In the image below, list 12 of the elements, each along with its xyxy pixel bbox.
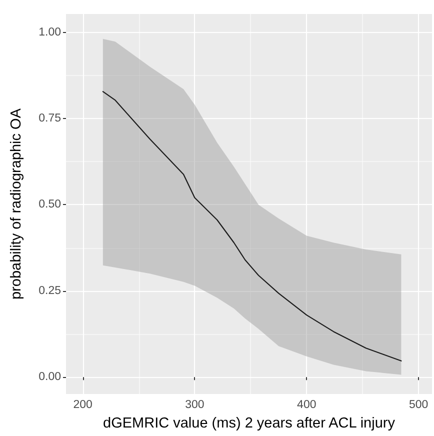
x-tick-label: 400	[297, 399, 316, 411]
y-axis-title: probability of radiographic OA	[8, 108, 24, 300]
line-series	[102, 91, 402, 362]
y-tick-label: 0.50	[38, 198, 61, 211]
x-tick-label: 300	[185, 399, 204, 411]
y-tick-label: 0.00	[38, 371, 61, 384]
y-tick-label: 0.75	[38, 112, 61, 124]
x-tick-label: 500	[408, 399, 428, 411]
y-tick-label: 1.00	[38, 26, 61, 38]
y-tick-label: 0.25	[38, 284, 61, 297]
x-tick-label: 200	[73, 399, 92, 411]
x-axis-title: dGEMRIC value (ms) 2 years after ACL injury	[103, 416, 396, 432]
